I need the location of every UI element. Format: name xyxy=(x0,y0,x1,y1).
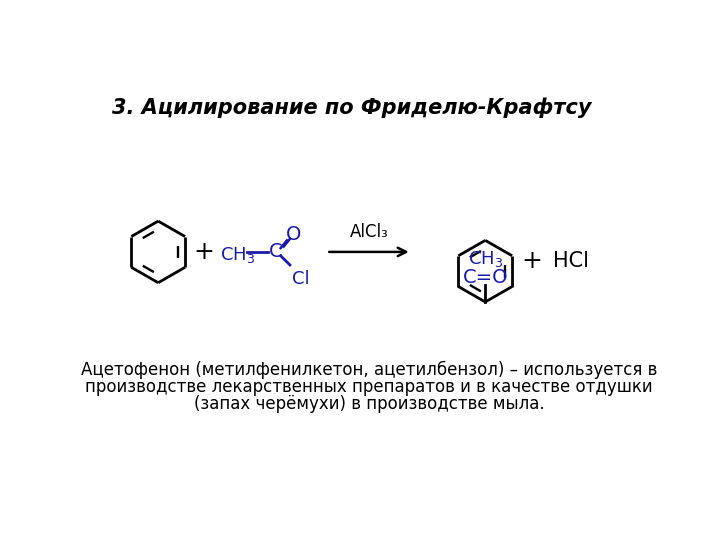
Text: $\mathsf{CH_3}$: $\mathsf{CH_3}$ xyxy=(467,249,503,269)
Text: производстве лекарственных препаратов и в качестве отдушки: производстве лекарственных препаратов и … xyxy=(85,378,653,396)
Text: O: O xyxy=(286,225,302,244)
Text: (запах черёмухи) в производстве мыла.: (запах черёмухи) в производстве мыла. xyxy=(194,395,544,413)
Text: +: + xyxy=(521,249,542,273)
Text: 3. Ацилирование по Фриделю-Крафтсу: 3. Ацилирование по Фриделю-Крафтсу xyxy=(112,97,591,118)
Text: AlCl₃: AlCl₃ xyxy=(350,223,388,241)
Text: Ацетофенон (метилфенилкетон, ацетилбензол) – используется в: Ацетофенон (метилфенилкетон, ацетилбензо… xyxy=(81,361,657,380)
Text: +: + xyxy=(194,240,215,264)
Text: HCl: HCl xyxy=(553,251,589,271)
Text: C=O: C=O xyxy=(462,268,508,287)
Text: $\mathsf{CH_3}$: $\mathsf{CH_3}$ xyxy=(220,245,256,265)
Text: C: C xyxy=(269,242,283,261)
Text: Cl: Cl xyxy=(292,271,310,288)
